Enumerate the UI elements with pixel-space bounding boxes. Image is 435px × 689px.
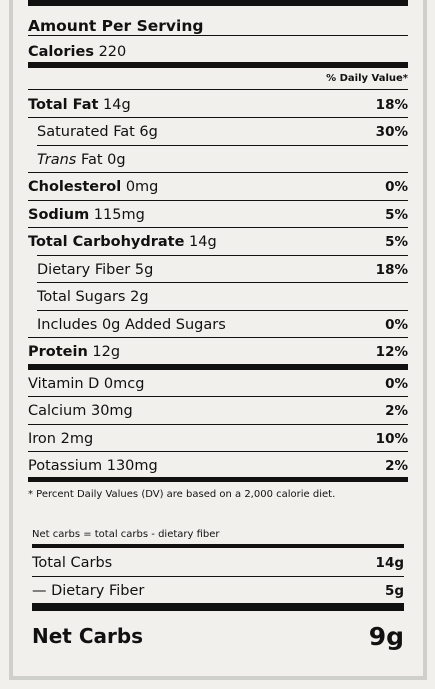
vitamin-row-potassium: Potassium 130mg 2% <box>28 452 408 479</box>
nutrient-row-trans-fat: Trans Fat 0g <box>28 146 408 173</box>
nutrient-label: Total Carbohydrate <box>28 233 185 250</box>
daily-value-header: % Daily Value* <box>326 72 408 84</box>
calories-row: Calories 220 <box>28 38 408 65</box>
divider <box>28 172 408 173</box>
divider <box>37 310 408 311</box>
calories-line: Calories 220 <box>28 44 126 60</box>
top-thick-rule <box>28 0 408 6</box>
nutrient-row-total-sugars: Total Sugars 2g <box>28 283 408 310</box>
nutrient-dv: 0% <box>385 316 408 333</box>
nutrient-label: Total Fat <box>28 96 99 113</box>
nutrient-amount: 5g <box>134 261 154 278</box>
net-carbs-value: 9g <box>368 621 404 651</box>
nutrient-label: Saturated Fat <box>37 123 135 140</box>
net-carbs-row: Net Carbs 9g <box>32 616 404 656</box>
net-carbs-thick-rule-bottom <box>32 603 404 611</box>
divider <box>28 200 408 201</box>
divider <box>32 576 404 577</box>
divider <box>37 145 408 146</box>
vitamin-label: Vitamin D 0mcg <box>28 375 145 392</box>
nutrient-row-added-sugars: Includes 0g Added Sugars 0% <box>28 311 408 338</box>
nutrient-dv: 0% <box>385 178 408 195</box>
nutrient-row-saturated-fat: Saturated Fat 6g 30% <box>28 118 408 145</box>
footnote: * Percent Daily Values (DV) are based on… <box>28 488 336 500</box>
total-carbs-label: Total Carbs <box>32 554 113 571</box>
thick-rule-vitamins <box>28 364 408 370</box>
nutrient-row-cholesterol: Cholesterol 0mg 0% <box>28 173 408 200</box>
footnote-row: * Percent Daily Values (DV) are based on… <box>28 485 408 503</box>
thick-rule-calories <box>28 62 408 68</box>
nutrient-amount: 12g <box>92 343 121 360</box>
divider <box>28 396 408 397</box>
nutrient-amount: 0mg <box>125 178 159 195</box>
net-carbs-label: Net Carbs <box>32 624 144 648</box>
divider <box>37 282 408 283</box>
divider <box>28 424 408 425</box>
vitamin-dv: 2% <box>385 457 408 474</box>
net-carbs-note-row: Net carbs = total carbs - dietary fiber <box>32 526 404 542</box>
nutrient-label: Includes 0g Added Sugars <box>37 316 226 333</box>
amount-per-serving: Amount Per Serving <box>28 14 408 38</box>
nutrient-amount: 14g <box>103 96 131 113</box>
thick-rule-footnote <box>28 477 408 482</box>
vitamin-label: Calcium 30mg <box>28 402 133 419</box>
nutrient-row-total-fat: Total Fat 14g 18% <box>28 91 408 118</box>
total-carbs-row: Total Carbs 14g <box>32 549 404 576</box>
vitamin-row-iron: Iron 2mg 10% <box>28 425 408 452</box>
net-carbs-thick-rule <box>32 544 404 548</box>
divider <box>28 117 408 118</box>
label-border-left <box>9 0 13 680</box>
nutrient-dv: 18% <box>375 261 408 278</box>
dietary-fiber-value: 5g <box>384 582 404 599</box>
net-carbs-note: Net carbs = total carbs - dietary fiber <box>32 528 220 540</box>
nutrient-dv: 18% <box>375 96 408 113</box>
total-carbs-value: 14g <box>375 554 404 571</box>
vitamin-row-calcium: Calcium 30mg 2% <box>28 397 408 424</box>
nutrient-label: Dietary Fiber <box>37 261 131 278</box>
nutrient-label: Sodium <box>28 206 90 223</box>
label-border-bottom <box>9 676 427 680</box>
calories-label: Calories <box>28 43 94 60</box>
daily-value-header-row: % Daily Value* <box>28 67 408 89</box>
divider <box>28 451 408 452</box>
label-border-right <box>423 0 427 680</box>
calories-value: 220 <box>98 43 127 60</box>
divider <box>28 35 408 36</box>
divider <box>28 227 408 228</box>
divider <box>28 89 408 90</box>
nutrient-label: Cholesterol <box>28 178 122 195</box>
vitamin-dv: 0% <box>385 375 408 392</box>
nutrient-dv: 5% <box>385 206 408 223</box>
nutrient-amount: 14g <box>189 233 217 250</box>
nutrient-amount: 115mg <box>93 206 145 223</box>
nutrient-amount: 6g <box>139 123 158 140</box>
nutrient-row-protein: Protein 12g 12% <box>28 338 408 365</box>
nutrient-label: Total Sugars <box>37 288 126 305</box>
nutrient-label: Trans <box>37 151 77 168</box>
nutrient-amount: Fat 0g <box>80 151 126 168</box>
nutrient-row-total-carbohydrate: Total Carbohydrate 14g 5% <box>28 228 408 255</box>
vitamin-dv: 10% <box>375 430 408 447</box>
nutrient-label: Protein <box>28 343 88 360</box>
nutrient-amount: 2g <box>130 288 149 305</box>
amount-per-serving-label: Amount Per Serving <box>28 17 204 35</box>
vitamin-label: Iron 2mg <box>28 430 94 447</box>
divider <box>37 255 408 256</box>
dietary-fiber-row: — Dietary Fiber 5g <box>32 577 404 604</box>
divider <box>28 337 408 338</box>
nutrient-row-dietary-fiber: Dietary Fiber 5g 18% <box>28 256 408 283</box>
dietary-fiber-label: — Dietary Fiber <box>32 582 145 599</box>
nutrient-dv: 12% <box>375 343 408 360</box>
nutrient-row-sodium: Sodium 115mg 5% <box>28 201 408 228</box>
vitamin-dv: 2% <box>385 402 408 419</box>
nutrient-dv: 5% <box>385 233 408 250</box>
vitamin-label: Potassium 130mg <box>28 457 158 474</box>
nutrient-dv: 30% <box>375 123 408 140</box>
vitamin-row-vitamin-d: Vitamin D 0mcg 0% <box>28 370 408 397</box>
